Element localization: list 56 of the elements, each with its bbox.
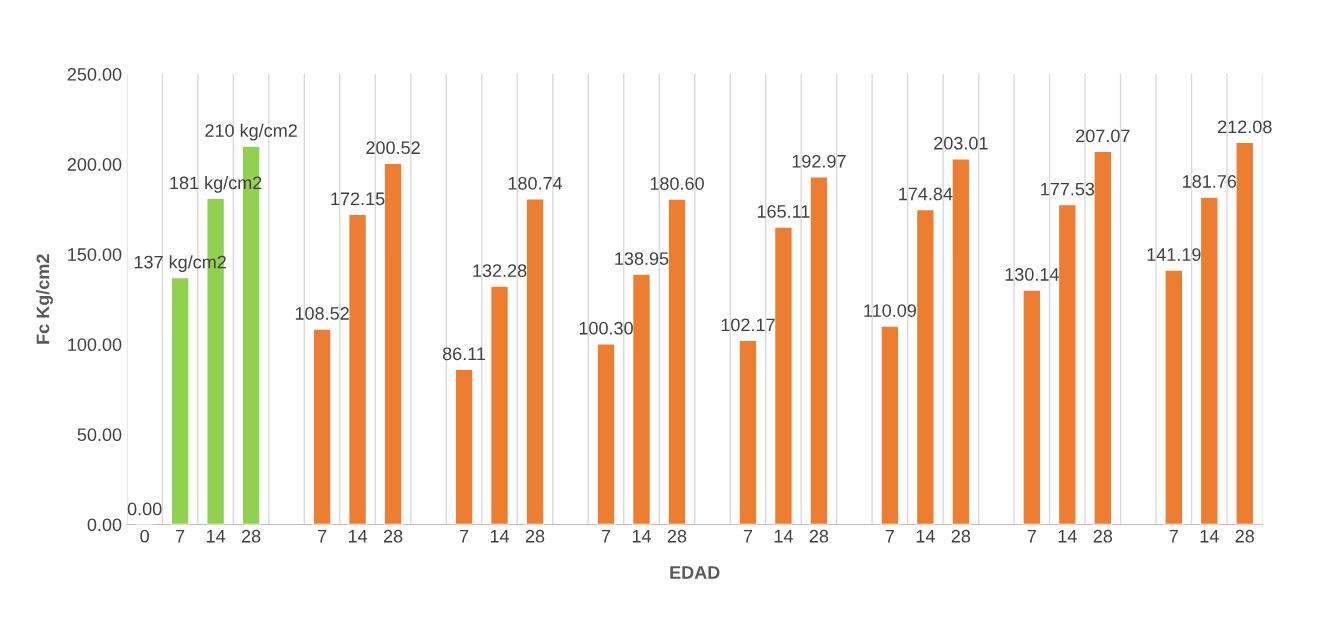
data-label: 138.95 <box>615 252 669 265</box>
x-tick-label: 28 <box>951 529 971 543</box>
data-label: 172.15 <box>331 192 385 206</box>
x-tick-label: 14 <box>774 529 793 543</box>
x-tick-label: 28 <box>525 529 545 543</box>
data-label: 180.74 <box>508 176 563 190</box>
data-label: 210 kg/cm2 <box>205 123 297 141</box>
x-tick-label: 28 <box>809 529 829 543</box>
data-label: 0.00 <box>127 502 162 516</box>
data-label: 200.52 <box>366 141 420 155</box>
x-tick-label: 7 <box>176 529 185 543</box>
x-tick-label: 0 <box>140 529 149 543</box>
data-label: 212.08 <box>1218 120 1272 134</box>
x-tick-label: 7 <box>459 529 469 543</box>
x-axis-title: EDAD <box>670 566 720 579</box>
data-label: 110.09 <box>864 304 916 317</box>
x-tick-label: 28 <box>383 529 403 543</box>
data-label: 108.52 <box>295 307 349 320</box>
data-label: 165.11 <box>757 205 810 218</box>
data-label: 132.28 <box>473 264 527 277</box>
x-tick-label: 14 <box>1200 529 1219 543</box>
x-tick-label: 14 <box>206 529 226 543</box>
x-tick-label: 7 <box>743 529 753 543</box>
data-label: 180.60 <box>650 177 704 190</box>
x-tick-label: 14 <box>348 529 368 543</box>
x-tick-label: 14 <box>632 529 651 543</box>
x-tick-label: 7 <box>1027 529 1036 543</box>
x-tick-label: 7 <box>1169 529 1178 543</box>
y-tick-label: 150.00 <box>68 248 122 261</box>
data-label: 130.14 <box>1005 268 1059 281</box>
x-tick-label: 14 <box>1058 529 1077 543</box>
data-label: 86.11 <box>442 347 486 361</box>
x-tick-label: 28 <box>241 529 261 543</box>
y-tick-label: 50.00 <box>77 428 122 442</box>
x-tick-label: 28 <box>1235 529 1255 543</box>
x-tick-label: 28 <box>667 529 687 543</box>
data-label: 100.30 <box>579 321 633 335</box>
data-label: 181.76 <box>1183 175 1237 188</box>
y-tick-label: 250.00 <box>67 67 122 81</box>
x-tick-label: 28 <box>1093 529 1113 543</box>
x-tick-label: 14 <box>916 529 935 543</box>
data-label: 203.01 <box>934 136 988 150</box>
data-label: 192.97 <box>792 154 846 168</box>
data-label: 174.84 <box>899 187 953 201</box>
x-tick-label: 7 <box>885 529 895 543</box>
data-label: 141.19 <box>1147 248 1201 261</box>
x-tick-label: 7 <box>318 529 327 543</box>
y-tick-label: 100.00 <box>68 338 122 352</box>
data-label: 102.17 <box>721 318 775 332</box>
y-tick-label: 0.00 <box>87 518 122 532</box>
data-label: 207.07 <box>1076 129 1130 143</box>
x-tick-label: 7 <box>601 529 611 543</box>
x-tick-label: 14 <box>490 529 510 543</box>
y-tick-label: 200.00 <box>67 158 122 171</box>
y-axis-title: Fc Kg/cm2 <box>36 254 53 344</box>
data-label: 177.53 <box>1041 182 1095 196</box>
